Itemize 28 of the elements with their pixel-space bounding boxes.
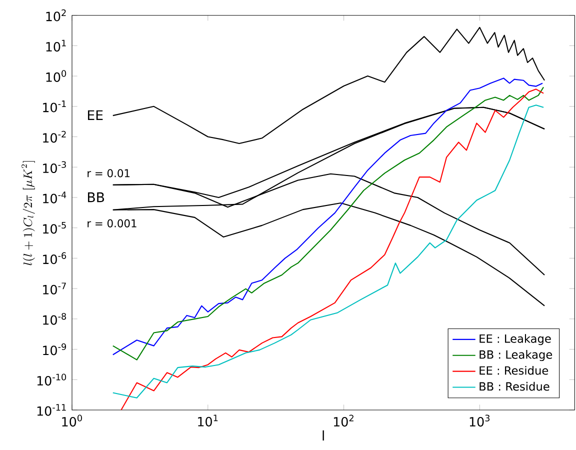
y-tick-label: 10$^{-9}$ [43, 343, 66, 356]
y-tick-label: 10$^{-10}$ [37, 374, 66, 386]
y-tick-label: 10$^{-1}$ [43, 100, 66, 112]
y-tick-label: 10$^{2}$ [46, 9, 66, 22]
y-tick-label: 10$^{-6}$ [43, 252, 66, 264]
y-tick-label: 10$^{-3}$ [43, 161, 66, 174]
annotation: r = 0.001 [88, 219, 136, 228]
y-tick-label: 10$^{-2}$ [43, 130, 66, 143]
x-tick-label: 10$^{2}$ [334, 414, 354, 427]
x-tick-label: 10$^{0}$ [62, 414, 82, 427]
x-tick-label: 10$^{1}$ [198, 414, 218, 426]
legend-label: BB : Residue [480, 382, 550, 391]
y-tick-label: 10$^{1}$ [46, 40, 66, 52]
y-tick-label: 10$^{-5}$ [43, 222, 66, 234]
annotation: r = 0.01 [88, 169, 130, 178]
annotation: EE [88, 110, 103, 120]
y-tick-label: 10$^{-7}$ [43, 282, 66, 294]
legend-label: EE : Residue [480, 366, 548, 375]
annotation: BB [88, 192, 104, 202]
legend-label: EE : Leakage [480, 334, 551, 346]
y-axis-title: $l(l+1)C_l/2\pi\ [\mu K^2]$ [21, 161, 35, 266]
y-tick-label: 10$^{-11}$ [37, 404, 66, 416]
legend-label: BB : Leakage [480, 350, 552, 362]
x-axis-title: l [322, 430, 324, 441]
y-tick-label: 10$^{-4}$ [43, 192, 66, 204]
x-tick-label: 10$^{3}$ [470, 414, 490, 427]
y-tick-label: 10$^{-8}$ [43, 312, 66, 325]
y-tick-label: 10$^{0}$ [46, 70, 66, 82]
